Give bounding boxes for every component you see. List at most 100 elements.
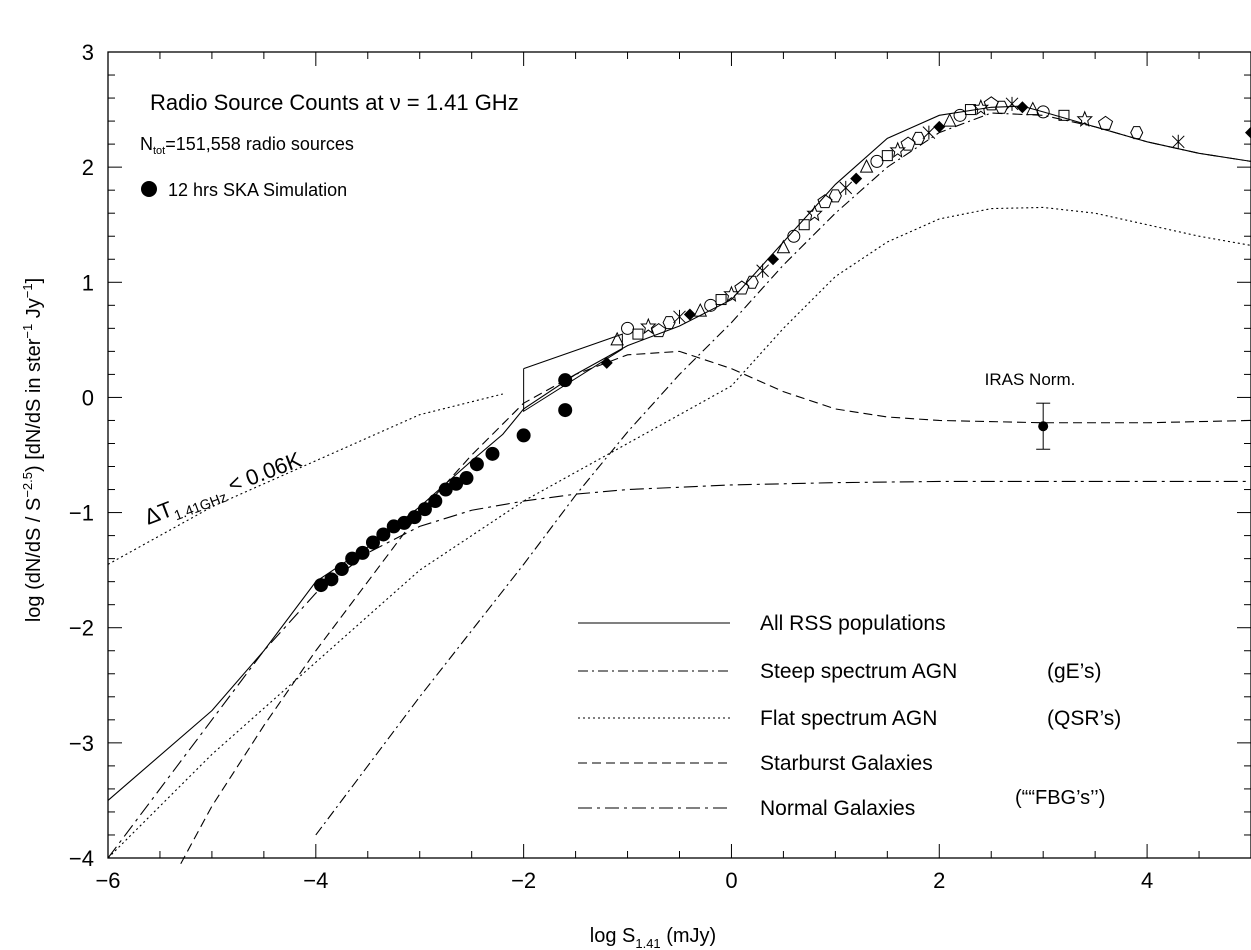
ska-point [469, 457, 484, 472]
observed-point [881, 150, 893, 162]
y-tick-label: −4 [69, 846, 94, 871]
observed-point [964, 104, 976, 116]
model-curves [107, 105, 1251, 865]
ska-point [334, 561, 349, 576]
observed-point [745, 275, 759, 289]
legend-sub-label: (QSR’s) [1047, 707, 1121, 730]
observed-point [693, 302, 708, 317]
x-tick-label: −6 [95, 868, 120, 893]
observed-point [651, 323, 667, 338]
confusion-limit-label: ΔT1.41GHz < 0.06K [141, 447, 307, 534]
confusion-limit-line [107, 393, 503, 565]
y-tick-label: 3 [82, 40, 94, 65]
observed-counts [600, 96, 1251, 369]
series-line-steep [315, 112, 1251, 836]
observed-point [1016, 101, 1029, 114]
observed-point [942, 112, 957, 127]
observed-point [839, 180, 853, 195]
ska-point [428, 494, 443, 509]
x-axis-label: log S1.41 (mJy) [590, 925, 716, 950]
observed-point [850, 172, 863, 185]
observed-point [632, 328, 644, 340]
x-tick-label: 4 [1141, 868, 1153, 893]
observed-point [1025, 101, 1040, 116]
observed-point [600, 356, 613, 369]
series-line-dashed [180, 350, 1251, 865]
ska-simulation-points [314, 373, 573, 593]
legend-sub-label: (gE’s) [1047, 660, 1101, 683]
ska-point [485, 446, 500, 461]
y-tick-label: 0 [82, 385, 94, 410]
ska-point [407, 510, 422, 525]
ska-point [558, 373, 573, 388]
observed-point [922, 125, 936, 140]
legend-label: Steep spectrum AGN [760, 660, 957, 683]
ska-point [397, 515, 412, 530]
observed-point [715, 294, 727, 306]
observed-point [972, 98, 990, 116]
ska-point [558, 403, 573, 418]
iras-norm-point [1036, 402, 1051, 450]
observed-point [756, 263, 769, 278]
ska-point [345, 551, 360, 566]
observed-point [859, 159, 874, 173]
observed-point [610, 331, 624, 346]
iras-norm-label: IRAS Norm. [985, 370, 1076, 389]
sim-legend-label: 12 hrs SKA Simulation [168, 180, 347, 200]
ska-point [365, 535, 380, 550]
observed-point [1245, 126, 1251, 139]
series-line-dashdot [107, 480, 1251, 859]
observed-point [1076, 110, 1093, 127]
observed-point [1036, 105, 1050, 119]
y-axis-label: log (dN/dS / S−2.5) [dN/dS in ster−1 Jy−… [20, 278, 45, 622]
legend-label: Starburst Galaxies [760, 752, 933, 775]
ska-point [376, 527, 391, 542]
y-tick-label: −3 [69, 731, 94, 756]
ska-point [449, 476, 464, 491]
ska-point [459, 471, 474, 486]
observed-point [787, 229, 801, 243]
observed-point [806, 204, 823, 222]
observed-point [995, 100, 1009, 114]
observed-point [673, 309, 686, 324]
observed-point [870, 154, 884, 168]
ska-point [417, 502, 432, 517]
iras-point [1038, 421, 1049, 432]
observed-point [662, 316, 676, 330]
observed-point [1005, 96, 1019, 111]
ska-point [438, 482, 453, 497]
legend-label: Normal Galaxies [760, 797, 915, 820]
series-line-dotted [107, 206, 1251, 859]
observed-point [953, 108, 967, 122]
y-tick-label: −2 [69, 616, 94, 641]
legend-label: Flat spectrum AGN [760, 707, 937, 730]
y-tick-label: 1 [82, 270, 94, 295]
legend: All RSS populations Steep spectrum AGN (gE… [578, 612, 1121, 820]
observed-point [1058, 109, 1070, 121]
observed-point [933, 120, 946, 133]
deep-field-box [523, 333, 623, 413]
ska-point [516, 428, 531, 443]
legend-label: All RSS populations [760, 612, 946, 635]
observed-point [798, 219, 810, 231]
x-tick-label: 2 [933, 868, 945, 893]
observed-point [704, 298, 718, 312]
observed-point [776, 239, 791, 254]
x-tick-label: −4 [303, 868, 328, 893]
x-tick-label: −2 [511, 868, 536, 893]
x-tick-label: 0 [725, 868, 737, 893]
observed-point [1097, 115, 1114, 130]
chart-title: Radio Source Counts at ν = 1.41 GHz [150, 90, 519, 115]
observed-point [621, 321, 635, 335]
observed-point [767, 253, 780, 266]
ska-point [355, 545, 370, 560]
y-tick-label: −1 [69, 501, 94, 526]
y-tick-label: 2 [82, 155, 94, 180]
observed-point [683, 308, 696, 321]
ska-point [314, 578, 329, 593]
legend-fbg-label: (““FBG’s’’) [1015, 787, 1105, 809]
observed-point [911, 131, 926, 145]
ska-point [324, 572, 339, 587]
